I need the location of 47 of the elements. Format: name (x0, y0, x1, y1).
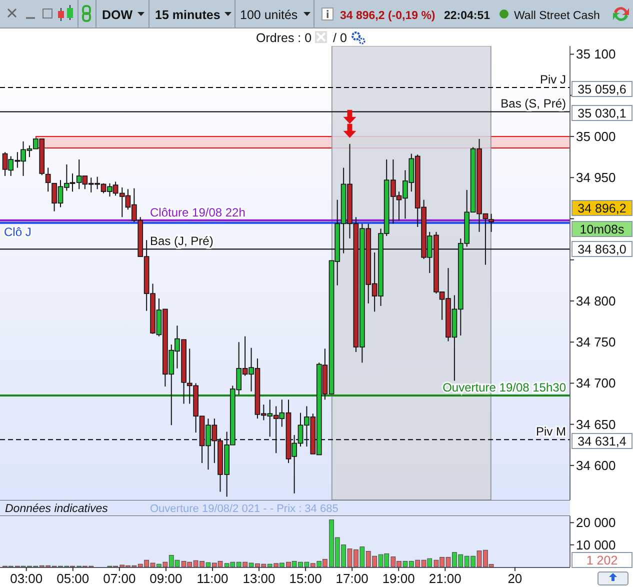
text: 35 059,6 (578, 82, 626, 96)
text: 34 631,4 (578, 434, 626, 448)
text: 100 unités (240, 8, 298, 22)
ref-line-label: Bas (J, Pré) (150, 234, 214, 248)
candlestick (488, 213, 494, 232)
ref-line-label: Clô J (4, 224, 32, 239)
text: Ouverture 19/08/2 021 - - Prix : 34 685 (150, 503, 338, 515)
text: 34 863,0 (578, 242, 626, 256)
x-tick-label: 20 (508, 571, 522, 586)
text: 35 030,1 (578, 106, 626, 120)
ref-line-label: Ouverture 19/08 15h30 (442, 380, 566, 395)
text: Ordres : 0 (256, 31, 312, 45)
y-tick-label: 34 750 (576, 334, 616, 350)
y-tick-label: 34 950 (576, 170, 616, 186)
candlestick (45, 167, 51, 192)
y-tick-label: 10 000 (576, 537, 616, 552)
y-tick-label: 34 700 (576, 376, 616, 391)
text: Données indicatives (5, 503, 108, 515)
text: 22:04:51 (444, 10, 491, 22)
ref-line-label: Clôture 19/08 22h (150, 205, 246, 220)
x-tick-label: 21:00 (428, 571, 462, 586)
text: / 0 (333, 31, 347, 45)
x-tick-label: 09:00 (150, 571, 182, 586)
ref-line-label: Piv M (536, 424, 566, 439)
ref-line-label: Piv J (540, 72, 566, 86)
y-tick-label: 34 600 (576, 458, 616, 473)
x-tick-label: 19:00 (382, 571, 415, 586)
y-tick-label: 20 000 (576, 515, 616, 530)
x-tick-label: 03:00 (10, 571, 43, 586)
text: 34 896,2 (-0,19 %) (340, 10, 436, 22)
text: Wall Street Cash (514, 10, 600, 22)
text: DOW (102, 8, 133, 22)
text: 34 896,2 (578, 202, 626, 216)
x-tick-label: 11:00 (196, 571, 228, 586)
x-tick-label: 05:00 (56, 571, 90, 586)
ref-line-label: Bas (S, Pré) (500, 96, 566, 111)
text: 10m08s (580, 222, 624, 236)
y-tick-label: 34 650 (576, 416, 616, 432)
x-tick-label: 07:00 (103, 571, 136, 586)
x-tick-label: 17:00 (336, 571, 368, 586)
y-tick-label: 35 000 (576, 128, 616, 144)
x-tick-label: 15:00 (289, 571, 322, 586)
x-tick-label: 13:00 (242, 571, 276, 586)
text: 15 minutes (155, 8, 220, 22)
y-tick-label: 34 800 (576, 293, 616, 308)
text: 1 202 (586, 554, 618, 568)
y-tick-label: 35 100 (576, 46, 616, 62)
